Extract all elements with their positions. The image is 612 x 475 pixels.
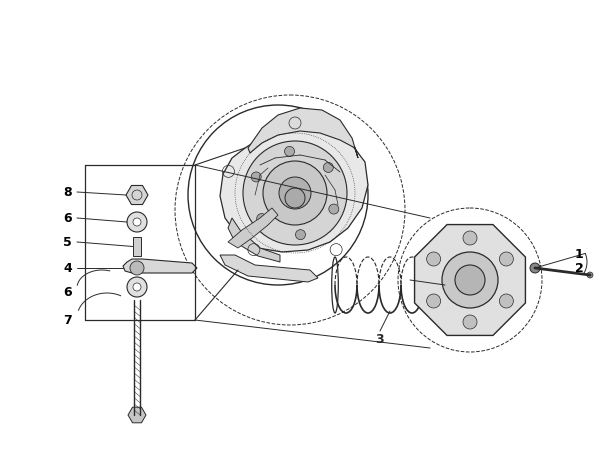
Polygon shape	[220, 128, 368, 252]
Circle shape	[463, 231, 477, 245]
Text: 3: 3	[376, 333, 384, 346]
Circle shape	[243, 141, 347, 245]
Circle shape	[329, 204, 339, 214]
Polygon shape	[128, 407, 146, 423]
Polygon shape	[228, 218, 280, 262]
Polygon shape	[123, 259, 197, 273]
Circle shape	[130, 261, 144, 275]
Circle shape	[256, 214, 267, 224]
Circle shape	[442, 252, 498, 308]
Polygon shape	[126, 185, 148, 205]
Circle shape	[427, 294, 441, 308]
Text: 6: 6	[64, 211, 72, 225]
Circle shape	[133, 218, 141, 226]
Circle shape	[285, 146, 294, 156]
Circle shape	[279, 177, 311, 209]
Circle shape	[587, 272, 593, 278]
Polygon shape	[228, 208, 278, 248]
Text: 2: 2	[575, 262, 584, 275]
Text: 7: 7	[63, 314, 72, 326]
Circle shape	[296, 229, 305, 240]
Circle shape	[455, 265, 485, 295]
Polygon shape	[414, 225, 526, 335]
Text: 1: 1	[575, 248, 584, 262]
Circle shape	[251, 172, 261, 182]
Polygon shape	[248, 108, 358, 158]
Circle shape	[427, 252, 441, 266]
Circle shape	[127, 212, 147, 232]
Bar	[133, 237, 141, 256]
Polygon shape	[220, 255, 318, 282]
Text: 6: 6	[64, 285, 72, 298]
Text: 8: 8	[64, 186, 72, 199]
Circle shape	[463, 315, 477, 329]
Circle shape	[530, 263, 540, 273]
Circle shape	[285, 188, 305, 208]
Text: 4: 4	[63, 262, 72, 275]
Circle shape	[499, 252, 513, 266]
Text: 5: 5	[63, 236, 72, 248]
Circle shape	[499, 294, 513, 308]
Circle shape	[263, 161, 327, 225]
Circle shape	[323, 162, 334, 172]
Circle shape	[133, 283, 141, 291]
Circle shape	[127, 277, 147, 297]
